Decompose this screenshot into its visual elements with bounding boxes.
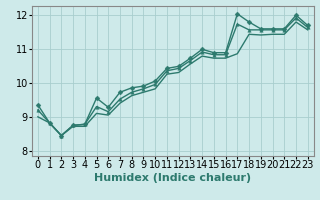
X-axis label: Humidex (Indice chaleur): Humidex (Indice chaleur) [94, 173, 252, 183]
